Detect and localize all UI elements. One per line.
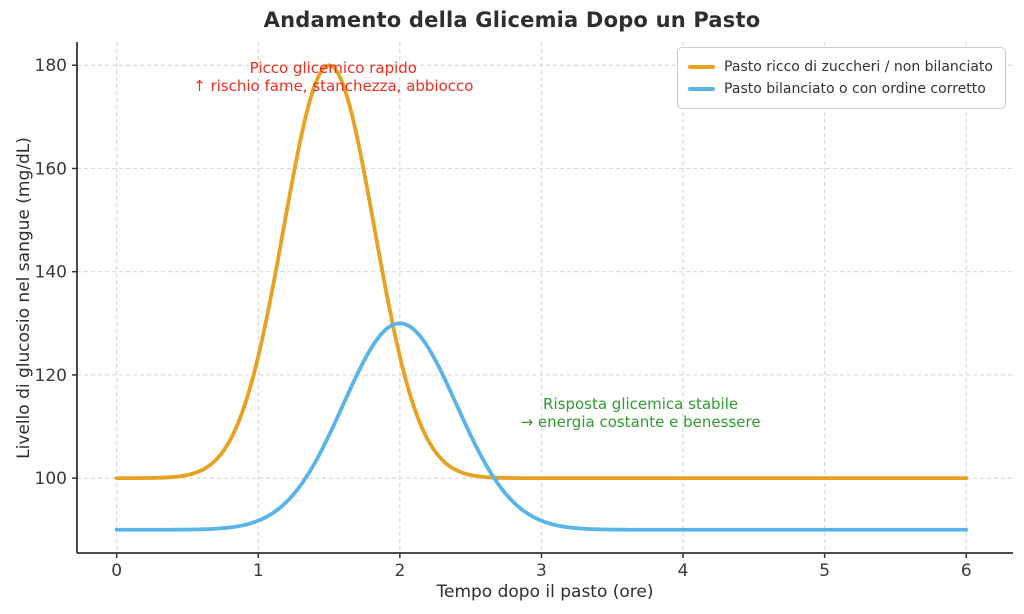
- annotation-line: Risposta glicemica stabile: [543, 394, 739, 413]
- legend-swatch-orange: [688, 65, 716, 69]
- x-tick-label: 2: [394, 561, 405, 581]
- series-curve-1: [114, 321, 969, 532]
- x-tick-label: 3: [536, 561, 547, 581]
- x-tick-label: 4: [678, 561, 689, 581]
- x-tick-label: 6: [961, 561, 972, 581]
- y-tick-label: 180: [35, 56, 67, 76]
- y-tick-label: 140: [35, 263, 67, 283]
- x-axis-label: Tempo dopo il pasto (ore): [436, 582, 654, 602]
- annotation-glycemic-peak: Picco glicemico rapido ↑ rischio fame, s…: [193, 59, 473, 95]
- chart-title: Andamento della Glicemia Dopo un Pasto: [263, 8, 761, 32]
- annotation-stable-response: Risposta glicemica stabile → energia cos…: [521, 395, 761, 431]
- annotation-line: Picco glicemico rapido: [249, 59, 417, 78]
- y-axis-label: Livello di glucosio nel sangue (mg/dL): [14, 137, 34, 459]
- y-tick-label: 100: [35, 469, 67, 489]
- y-tick-label: 160: [35, 159, 67, 179]
- annotation-line: ↑ rischio fame, stanchezza, abbiocco: [193, 77, 474, 96]
- x-tick-label: 1: [253, 561, 264, 581]
- series-curve-0: [114, 63, 969, 481]
- legend-swatch-blue: [688, 87, 716, 91]
- legend-item-balanced-meal: Pasto bilanciato o con ordine corretto: [688, 78, 993, 100]
- annotation-line: → energia costante e benessere: [520, 412, 761, 431]
- y-tick-label: 120: [35, 366, 67, 386]
- legend: Pasto ricco di zuccheri / non bilanciato…: [677, 47, 1006, 109]
- legend-label-balanced-meal: Pasto bilanciato o con ordine corretto: [724, 81, 986, 97]
- x-tick-label: 0: [111, 561, 122, 581]
- x-tick-label: 5: [819, 561, 830, 581]
- legend-item-sugary-meal: Pasto ricco di zuccheri / non bilanciato: [688, 56, 993, 78]
- legend-label-sugary-meal: Pasto ricco di zuccheri / non bilanciato: [724, 59, 993, 75]
